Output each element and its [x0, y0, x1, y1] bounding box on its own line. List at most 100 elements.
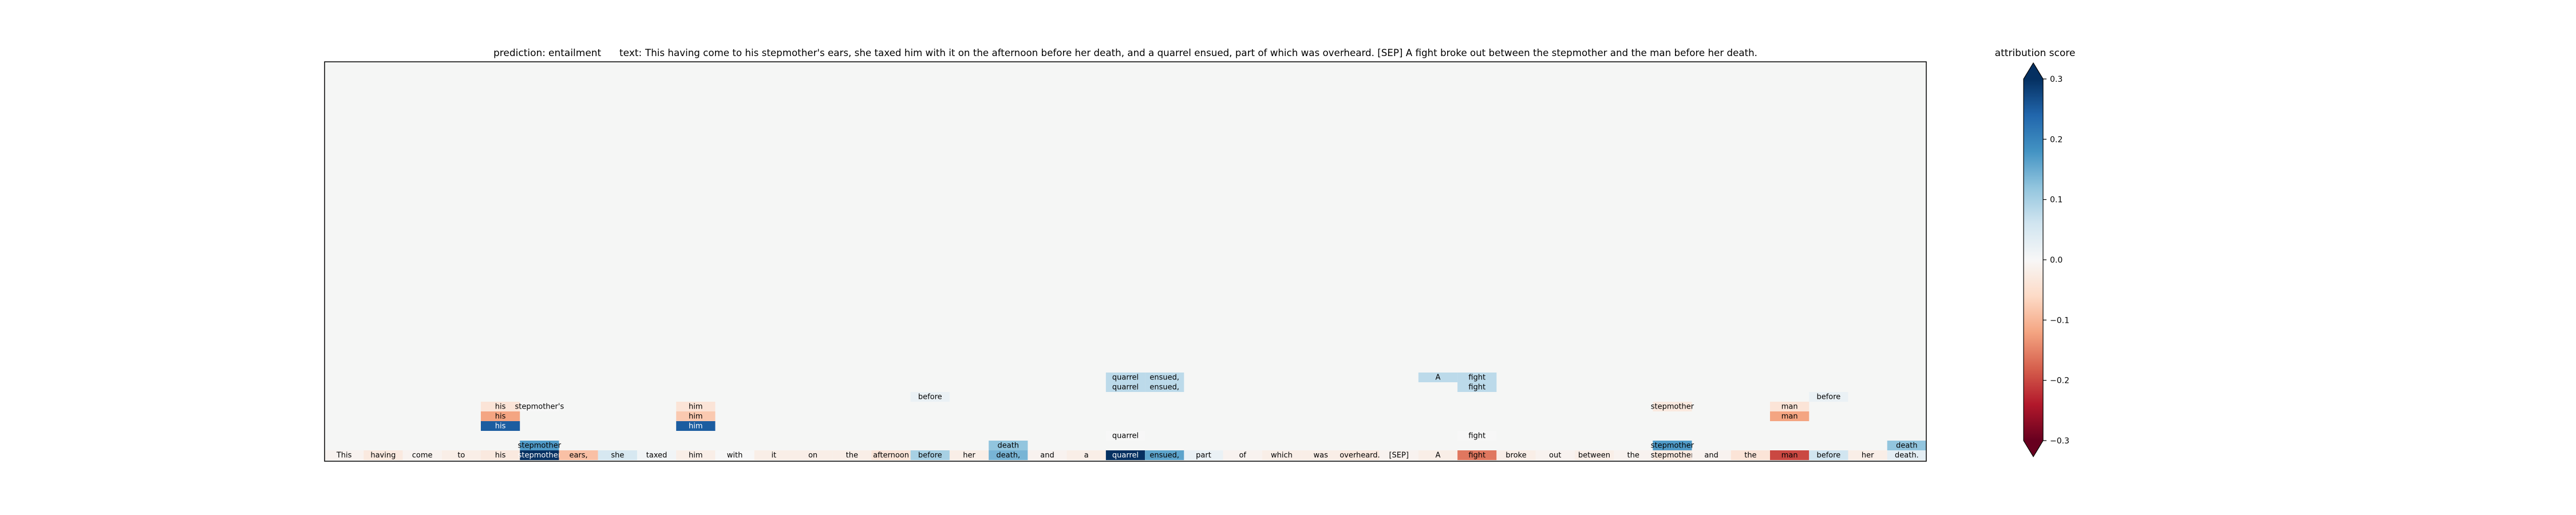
- token-37: man: [1770, 450, 1809, 460]
- token-26-cell: [1340, 450, 1380, 460]
- token-21-label: ensued,: [1149, 451, 1179, 460]
- token-30-label: broke: [1506, 451, 1526, 460]
- colorbar-tick-label-0: 0.3: [2050, 75, 2063, 84]
- layer-4-token-4-cell: [480, 411, 520, 421]
- layer-1-token-5: stepmother: [518, 441, 562, 450]
- layer-4-token-37-label: man: [1781, 413, 1798, 421]
- colorbar-tick-label-1: 0.2: [2050, 135, 2063, 144]
- token-5-cell: [520, 450, 559, 460]
- layer-6-token-15-cell: [910, 392, 950, 402]
- layer-7-token-20-label: quarrel: [1112, 383, 1139, 392]
- layer-2-token-29: fight: [1457, 431, 1497, 441]
- token-10-label: with: [727, 451, 743, 460]
- token-32-label: between: [1578, 451, 1610, 460]
- token-10-cell: [715, 450, 754, 460]
- token-4-label: his: [495, 451, 506, 460]
- token-12-label: on: [808, 451, 817, 460]
- token-38: before: [1809, 450, 1848, 460]
- token-14: afternoon: [871, 450, 911, 460]
- token-23-label: of: [1239, 451, 1246, 460]
- layer-6-token-15: before: [910, 392, 950, 402]
- layer-3-token-9: him: [676, 421, 716, 431]
- layer-7-token-20-cell: [1105, 382, 1145, 392]
- token-35: and: [1692, 450, 1731, 460]
- layer-8-token-28: A: [1418, 373, 1458, 382]
- token-27-label: [SEP]: [1389, 451, 1408, 460]
- layer-7-token-21: ensued,: [1145, 382, 1184, 392]
- layer-8-token-21-cell: [1145, 373, 1184, 382]
- token-28: A: [1418, 450, 1458, 460]
- token-13: the: [832, 450, 872, 460]
- layer-5-token-9: him: [676, 402, 716, 411]
- token-36-cell: [1730, 450, 1771, 460]
- token-7-label: she: [611, 451, 624, 460]
- layer-5-token-34-cell: [1653, 402, 1692, 411]
- token-36: the: [1730, 450, 1771, 460]
- token-1: having: [364, 450, 403, 460]
- token-23: of: [1223, 450, 1262, 460]
- layer-4-token-4: his: [480, 411, 520, 421]
- token-3-cell: [441, 450, 481, 460]
- layer-4-token-9-cell: [676, 411, 716, 421]
- layer-6-token-38-cell: [1809, 392, 1848, 402]
- token-11: it: [754, 450, 793, 460]
- token-2: come: [402, 450, 442, 460]
- token-39-label: her: [1862, 451, 1874, 460]
- layer-5-token-4: his: [480, 402, 520, 411]
- token-21-cell: [1145, 450, 1184, 460]
- token-24-cell: [1262, 450, 1302, 460]
- layer-7-token-20: quarrel: [1105, 382, 1145, 392]
- layer-1-token-40-cell: [1887, 441, 1926, 450]
- token-18-cell: [1028, 450, 1067, 460]
- layer-5-token-9-label: him: [689, 403, 703, 411]
- token-32: between: [1574, 450, 1614, 460]
- chart-title: prediction: entailment text: This having…: [493, 47, 1757, 59]
- token-30: broke: [1496, 450, 1536, 460]
- token-19-label: a: [1084, 451, 1089, 460]
- token-39-cell: [1848, 450, 1887, 460]
- colorbar: 0.3 0.2 0.1 0.0 −0.1 −0.2 −0.3: [2023, 62, 2069, 458]
- token-29-cell: [1457, 450, 1497, 460]
- token-12: on: [793, 450, 833, 460]
- layer-6-token-38-label: before: [1816, 393, 1840, 402]
- layer-7-token-21-label: ensued,: [1149, 383, 1179, 392]
- token-22-label: part: [1196, 451, 1211, 460]
- token-32-cell: [1574, 450, 1614, 460]
- layer-8-token-29: fight: [1457, 373, 1497, 382]
- layer-8-token-29-label: fight: [1468, 374, 1485, 382]
- token-19-cell: [1066, 450, 1106, 460]
- token-26-label: overheard.: [1340, 451, 1380, 460]
- token-34: stepmother: [1651, 450, 1694, 460]
- token-12-cell: [793, 450, 833, 460]
- token-37-cell: [1770, 450, 1809, 460]
- token-13-cell: [832, 450, 872, 460]
- layer-5-token-5-cell: [520, 402, 559, 411]
- token-15-label: before: [918, 451, 942, 460]
- token-20-label: quarrel: [1112, 451, 1139, 460]
- text-value: This having come to his stepmother's ear…: [645, 47, 1757, 59]
- prediction-label: prediction:: [493, 47, 546, 59]
- colorbar-gradient: [2024, 79, 2043, 441]
- token-33: the: [1614, 450, 1653, 460]
- token-17: death,: [989, 450, 1028, 460]
- token-17-label: death,: [996, 451, 1020, 460]
- colorbar-tick-label-2: 0.1: [2050, 196, 2063, 205]
- layer-3-token-9-label: him: [689, 422, 703, 431]
- layer-5-token-37-cell: [1770, 402, 1809, 411]
- token-22-cell: [1184, 450, 1223, 460]
- token-29-label: fight: [1468, 451, 1485, 460]
- token-5-label: stepmother: [518, 451, 562, 460]
- layer-8-token-21-label: ensued,: [1149, 374, 1179, 382]
- token-14-label: afternoon: [873, 451, 909, 460]
- layer-2-token-20-label: quarrel: [1112, 432, 1139, 441]
- token-13-label: the: [846, 451, 858, 460]
- colorbar-extend-max: [2024, 63, 2043, 79]
- layer-2-token-29-cell: [1457, 431, 1497, 441]
- token-17-cell: [989, 450, 1028, 460]
- token-18: and: [1028, 450, 1067, 460]
- layer-4-token-37: man: [1770, 411, 1809, 421]
- colorbar-tick-label-5: −0.2: [2050, 377, 2069, 386]
- token-34-label: stepmother: [1651, 451, 1694, 460]
- token-28-label: A: [1435, 451, 1440, 460]
